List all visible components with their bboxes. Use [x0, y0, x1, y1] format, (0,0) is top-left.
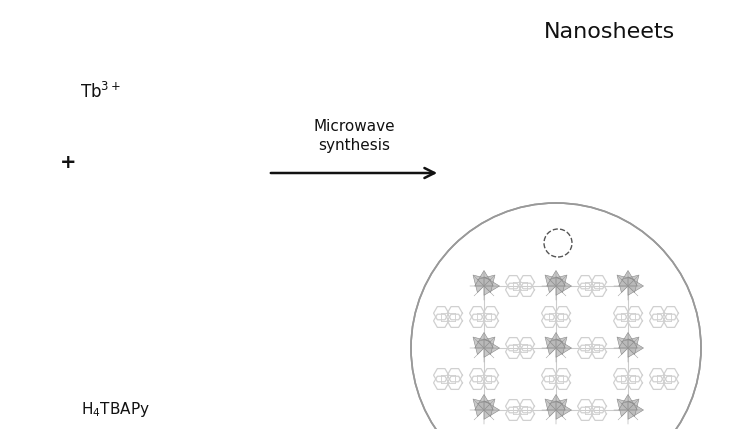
Polygon shape — [477, 275, 495, 293]
Circle shape — [180, 240, 186, 246]
Circle shape — [123, 238, 134, 249]
Text: H$_4$TBAPy: H$_4$TBAPy — [81, 400, 149, 419]
Text: Microwave
synthesis: Microwave synthesis — [313, 119, 395, 153]
Circle shape — [90, 174, 96, 180]
Polygon shape — [547, 271, 565, 286]
Circle shape — [186, 181, 191, 187]
Polygon shape — [475, 271, 493, 286]
Polygon shape — [549, 275, 567, 293]
Circle shape — [100, 242, 106, 248]
Circle shape — [203, 160, 214, 172]
Circle shape — [99, 173, 107, 181]
Polygon shape — [621, 399, 639, 417]
Polygon shape — [547, 332, 565, 348]
Polygon shape — [617, 275, 634, 293]
Polygon shape — [545, 337, 562, 355]
Circle shape — [184, 248, 192, 256]
Polygon shape — [628, 277, 643, 295]
Circle shape — [105, 251, 113, 259]
Circle shape — [57, 17, 93, 53]
Circle shape — [158, 238, 168, 249]
Text: Tb$^{3+}$: Tb$^{3+}$ — [80, 82, 121, 102]
Circle shape — [146, 238, 157, 249]
Polygon shape — [473, 275, 490, 293]
Polygon shape — [473, 399, 490, 417]
Polygon shape — [545, 399, 562, 417]
Polygon shape — [545, 275, 562, 293]
Polygon shape — [475, 395, 493, 410]
Circle shape — [200, 239, 209, 247]
Circle shape — [411, 203, 701, 429]
Circle shape — [212, 249, 217, 254]
Circle shape — [123, 192, 134, 202]
Circle shape — [78, 266, 82, 272]
Polygon shape — [617, 399, 634, 417]
Circle shape — [90, 193, 96, 199]
Circle shape — [195, 162, 203, 170]
Polygon shape — [549, 399, 567, 417]
Circle shape — [169, 181, 180, 191]
Polygon shape — [547, 395, 565, 410]
Circle shape — [105, 184, 111, 190]
Polygon shape — [628, 339, 643, 357]
Circle shape — [195, 180, 203, 188]
Polygon shape — [556, 401, 571, 419]
Polygon shape — [619, 395, 637, 410]
Circle shape — [85, 251, 91, 257]
Polygon shape — [415, 52, 718, 236]
Circle shape — [201, 172, 207, 178]
Polygon shape — [556, 339, 571, 357]
Text: +: + — [60, 152, 76, 172]
Polygon shape — [477, 337, 495, 355]
Circle shape — [146, 192, 157, 202]
Polygon shape — [484, 277, 499, 295]
Circle shape — [209, 158, 214, 163]
Circle shape — [88, 242, 96, 249]
Circle shape — [169, 227, 180, 237]
Polygon shape — [621, 275, 639, 293]
Polygon shape — [619, 271, 637, 286]
Polygon shape — [415, 218, 710, 246]
Circle shape — [76, 172, 89, 184]
Circle shape — [88, 260, 96, 268]
Circle shape — [184, 230, 192, 238]
Polygon shape — [484, 339, 499, 357]
Polygon shape — [473, 337, 490, 355]
Polygon shape — [484, 401, 499, 419]
Circle shape — [169, 204, 180, 214]
Circle shape — [135, 181, 145, 191]
Polygon shape — [556, 277, 571, 295]
Polygon shape — [619, 332, 637, 348]
Circle shape — [203, 246, 214, 258]
Circle shape — [62, 22, 76, 36]
Circle shape — [186, 163, 191, 169]
Circle shape — [99, 192, 107, 199]
Polygon shape — [549, 337, 567, 355]
Circle shape — [100, 261, 106, 267]
Circle shape — [83, 182, 91, 190]
Circle shape — [112, 192, 122, 202]
Circle shape — [158, 192, 168, 202]
Circle shape — [100, 204, 111, 214]
Circle shape — [179, 171, 187, 179]
Circle shape — [196, 231, 202, 237]
Polygon shape — [628, 401, 643, 419]
Text: Nanosheets: Nanosheets — [545, 22, 676, 42]
Polygon shape — [617, 337, 634, 355]
Circle shape — [158, 215, 168, 226]
Polygon shape — [475, 332, 493, 348]
Circle shape — [76, 257, 89, 269]
Circle shape — [196, 249, 202, 255]
Polygon shape — [477, 399, 495, 417]
Circle shape — [112, 238, 122, 249]
Polygon shape — [621, 337, 639, 355]
Circle shape — [74, 176, 79, 181]
Circle shape — [100, 227, 111, 237]
Circle shape — [135, 227, 145, 237]
